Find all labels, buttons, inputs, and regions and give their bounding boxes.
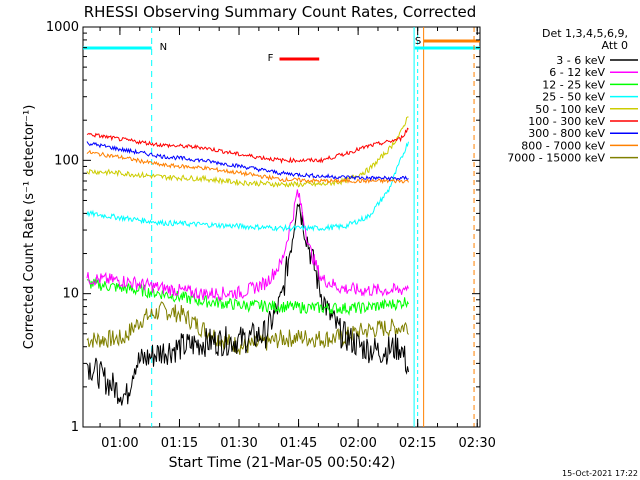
x-tick-label: 02:15 (399, 436, 436, 451)
legend-label: 100 - 300 keV (528, 115, 605, 128)
x-tick-label: 01:45 (280, 436, 317, 451)
saa-label: S (415, 36, 421, 47)
x-axis-label: Start Time (21-Mar-05 00:50:42) (169, 455, 396, 471)
legend-header: Det 1,3,4,5,6,9, (542, 27, 628, 40)
series-line-7 (86, 149, 409, 185)
y-tick-label: 10 (62, 287, 79, 302)
series-layer (86, 116, 409, 406)
y-axis-label: Corrected Count Rate (s⁻¹ detector⁻¹) (22, 105, 37, 350)
y-tick-label: 100 (54, 153, 79, 168)
legend-label: 25 - 50 keV (542, 91, 605, 104)
chart-title: RHESSI Observing Summary Count Rates, Co… (84, 3, 477, 21)
series-line-3 (86, 141, 409, 232)
y-tick-label: 1 (71, 420, 79, 435)
legend-header: Att 0 (602, 39, 628, 52)
legend-label: 12 - 25 keV (542, 78, 605, 91)
legend-label: 3 - 6 keV (556, 54, 605, 67)
footer-timestamp: 15-Oct-2021 17:22 (562, 469, 638, 478)
x-tick-label: 01:15 (161, 436, 198, 451)
legend-label: 7000 - 15000 keV (507, 152, 605, 165)
observing-markers: N F S (83, 27, 480, 427)
legend-label: 800 - 7000 keV (521, 139, 605, 152)
x-tick-label: 01:30 (220, 436, 257, 451)
series-line-2 (86, 276, 409, 316)
x-tick-label: 02:00 (339, 436, 376, 451)
legend-label: 6 - 12 keV (549, 66, 605, 79)
series-line-5 (86, 127, 409, 164)
x-tick-label: 01:00 (101, 436, 138, 451)
series-line-6 (86, 141, 409, 182)
y-tick-label: 1000 (46, 20, 79, 35)
x-tick-label: 02:30 (458, 436, 495, 451)
night-label: N (160, 42, 167, 53)
plot-frame (82, 26, 481, 428)
axis-layer: 1 10 100 1000 01:00 01:15 01:30 01:45 02:00 02:15… (46, 20, 496, 451)
flare-label: F (268, 53, 274, 64)
series-line-0 (86, 203, 409, 406)
legend-label: 50 - 100 keV (535, 103, 605, 116)
series-line-8 (86, 301, 409, 355)
series-line-1 (86, 189, 409, 302)
legend-label: 300 - 800 keV (528, 127, 605, 140)
